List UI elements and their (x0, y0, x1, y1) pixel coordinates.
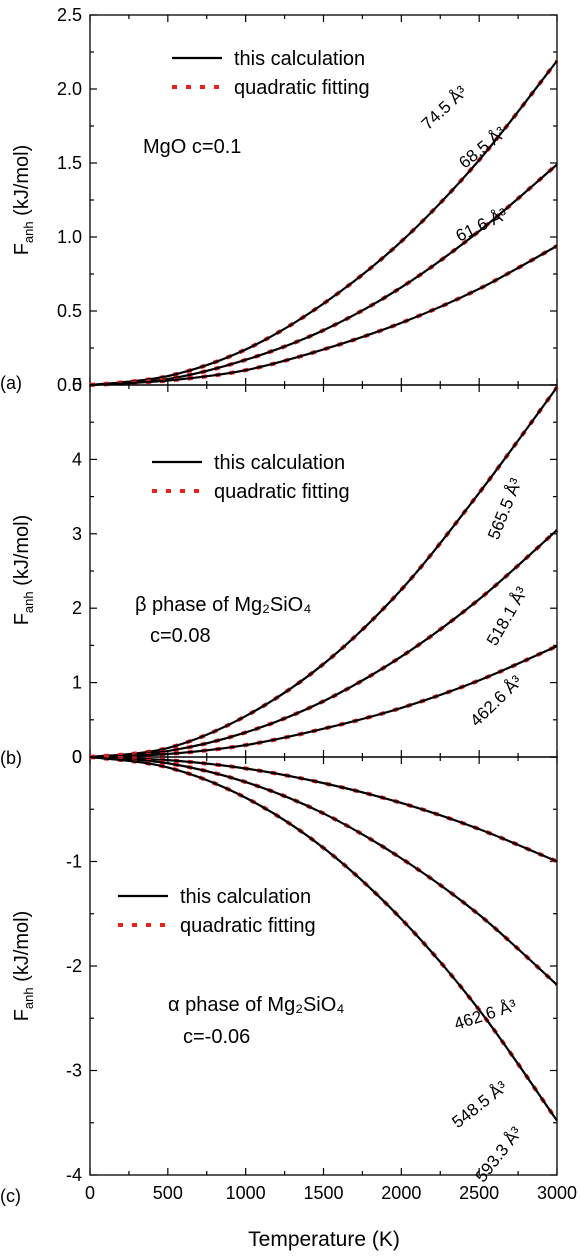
y-tick-label: 5 (72, 375, 82, 395)
y-tick-label: -1 (66, 852, 82, 872)
x-tick-label: 500 (153, 1183, 183, 1203)
legend: this calculation quadratic fitting (118, 886, 316, 937)
x-tick-label: 3000 (537, 1183, 577, 1203)
y-tick-label: 2.5 (57, 5, 82, 25)
panel-label: (c) (0, 1186, 21, 1206)
fit-curve (89, 244, 558, 387)
calc-curve (89, 645, 558, 759)
legend-calc-label: this calculation (234, 48, 365, 70)
calc-curve (89, 755, 558, 986)
series-label: 68.5 Å³ (455, 123, 510, 172)
panel-annotation: MgO c=0.1 (143, 136, 241, 158)
fit-curve (89, 755, 559, 987)
x-tick-label: 2500 (459, 1183, 499, 1203)
legend-fit-label: quadratic fitting (180, 915, 316, 937)
legend-calc-label: this calculation (180, 886, 311, 908)
calc-curve (89, 755, 558, 1122)
y-tick-label: 2 (72, 598, 82, 618)
y-tick-label: -4 (66, 1165, 82, 1185)
panel-annotation: c=0.08 (150, 625, 211, 647)
panel-a: 0.0 0.5 1.0 1.5 2.0 2.5 (a) Fanh (kJ/mol) this c… (0, 5, 559, 395)
legend-calc-label: this calculation (214, 452, 345, 474)
y-tick-label: 2.0 (57, 79, 82, 99)
y-tick-label: 1 (72, 673, 82, 693)
fit-curve (89, 162, 559, 387)
legend-fit-label: quadratic fitting (234, 77, 370, 99)
y-axis-label: Fanh (kJ/mol) (11, 911, 36, 1022)
panel-c: -4 -3 -2 -1 0 0 500 1000 1500 2000 2500 3000 (c) Fanh… (0, 747, 577, 1206)
y-tick-label: -3 (66, 1061, 82, 1081)
x-tick-label: 0 (85, 1183, 95, 1203)
y-tick-label: 0 (72, 747, 82, 767)
y-tick-label: 4 (72, 449, 82, 469)
x-tick-label: 1500 (303, 1183, 343, 1203)
panel-annotation: α phase of Mg₂SiO₄ (168, 994, 344, 1016)
plot-frame (89, 756, 558, 1176)
calc-curve (89, 163, 558, 387)
calc-curve (89, 755, 558, 863)
x-tick-label: 1000 (226, 1183, 266, 1203)
series-label: 462.6 Å³ (452, 996, 519, 1034)
series-label: 518.1 Å³ (483, 583, 532, 648)
panel-annotation: c=-0.06 (183, 1026, 250, 1048)
calc-curve (89, 386, 558, 759)
panel-label: (a) (0, 373, 22, 393)
panel-label: (b) (0, 748, 22, 768)
x-tick-label: 2000 (381, 1183, 421, 1203)
y-tick-label: 3 (72, 524, 82, 544)
series-label: 593.3 Å³ (471, 1123, 526, 1186)
y-tick-label: 0 (72, 747, 82, 767)
y-tick-label: -2 (66, 956, 82, 976)
y-tick-label: 0.5 (57, 301, 82, 321)
y-axis-label: Fanh (kJ/mol) (11, 145, 36, 256)
calc-curve (89, 244, 558, 387)
calc-curve (89, 60, 558, 387)
y-tick-label: 0.0 (57, 375, 82, 395)
series-label: 61.6 Å³ (453, 204, 511, 245)
y-axis-label: Fanh (kJ/mol) (11, 515, 36, 626)
y-tick-label: 1.5 (57, 153, 82, 173)
legend: this calculation quadratic fitting (172, 48, 370, 99)
series-label: 565.5 Å³ (484, 475, 526, 542)
panel-annotation: β phase of Mg₂SiO₄ (135, 594, 311, 616)
calc-curve (89, 529, 558, 759)
legend: this calculation quadratic fitting (152, 452, 350, 503)
y-tick-label: 1.0 (57, 227, 82, 247)
x-axis-label: Temperature (K) (248, 1228, 400, 1251)
panel-b: 0 1 2 3 4 5 (b) Fanh (kJ/mol) this calculation qu… (0, 375, 559, 768)
series-label: 548.5 Å³ (448, 1077, 511, 1132)
series-label: 74.5 Å³ (418, 82, 471, 134)
legend-fit-label: quadratic fitting (214, 481, 350, 503)
